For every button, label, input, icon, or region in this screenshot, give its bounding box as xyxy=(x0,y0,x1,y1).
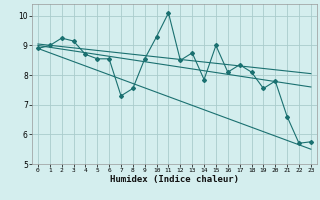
X-axis label: Humidex (Indice chaleur): Humidex (Indice chaleur) xyxy=(110,175,239,184)
